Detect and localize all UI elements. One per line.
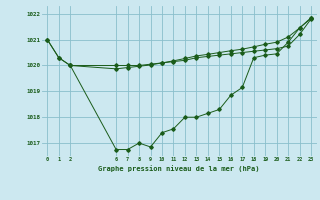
X-axis label: Graphe pression niveau de la mer (hPa): Graphe pression niveau de la mer (hPa): [99, 165, 260, 172]
